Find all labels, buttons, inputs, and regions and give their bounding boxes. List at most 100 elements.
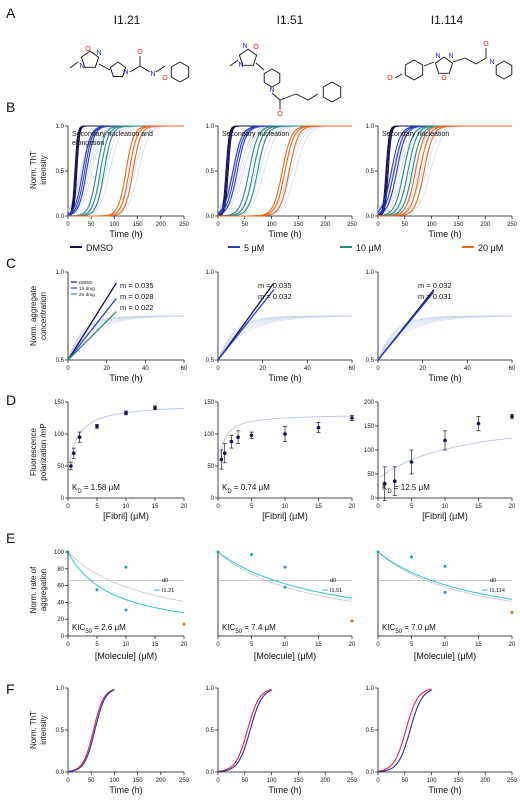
annotation: Secondary nucleation [382,131,449,138]
x-tick-label: 250 [507,222,518,228]
data-point [376,550,380,554]
panel-label-d: D [6,392,16,408]
series-curve-20m [378,125,512,217]
panel-label-e: E [6,530,15,546]
y-axis-label: concentration [39,292,48,340]
x-axis-label: [Fibril] (μM) [262,511,308,521]
x-tick-label: 100 [427,778,438,784]
atom-label: O [85,46,91,53]
annotation: elongation [72,140,104,147]
x-tick-label: 0 [376,222,380,228]
oxadiazole-ring [434,56,454,74]
atom-label: O [162,75,168,82]
data-point [476,421,481,426]
data-point [222,451,227,456]
benzene-ring [170,61,190,83]
replicate-curve [377,315,512,361]
x-tick-label: 15 [315,504,322,510]
atom-label: O [253,44,259,51]
fit-curve [67,551,185,614]
bond [423,61,435,67]
slope-label: m = 0.028 [120,292,154,301]
series-curve-control [378,688,432,772]
replicate-curve [217,315,352,361]
y-tick-label: 0.0 [366,214,375,220]
slope-line-1 [67,297,117,361]
legend-label-1: 5 μM [244,243,264,253]
replicate-curve [377,315,512,361]
x-tick-label: 20 [419,366,426,372]
legend-label: I1.114 [490,588,505,594]
y-tick-label: 200 [364,400,375,406]
y-tick-label: 100 [54,550,65,556]
bond [394,73,403,79]
y-tick-label: 1.0 [56,270,65,276]
series-curve-20m [218,125,352,217]
slope-label: m = 0.035 [258,281,292,290]
x-tick-label: 50 [241,778,248,784]
slope-label: m = 0.022 [120,303,154,312]
x-tick-label: 0 [66,778,70,784]
x-tick-label: 10 [123,642,130,648]
x-tick-label: 15 [475,642,482,648]
compound-name-i1-114: I1.114 [431,13,464,27]
y-axis-label: Norm. ThT [29,711,38,749]
bond [129,65,141,73]
x-tick-label: 0 [216,222,220,228]
y-tick-label: 1.0 [366,124,375,130]
d0-curve [67,551,185,602]
data-point [249,433,254,438]
x-tick-label: 200 [320,222,331,228]
y-tick-label: 100 [204,432,215,438]
y-axis-label: polarization /mP [39,423,48,480]
y-tick-label: 0 [211,496,215,502]
atom-label: N [242,43,247,50]
y-axis-label: Norm. rate of [29,566,38,613]
data-point [283,565,287,569]
kic-label: KIC50 = 7.0 μM [382,623,436,635]
y-axis-label: intensity [39,155,48,184]
data-point [69,464,73,468]
x-tick-label: 200 [480,222,491,228]
x-tick-label: 0 [376,504,380,510]
x-tick-label: 15 [152,504,159,510]
atom-label: N [238,62,243,69]
x-axis-label: [Molecule] (μM) [95,651,157,661]
data-point [443,438,447,443]
x-tick-label: 100 [427,222,438,228]
kd-label: KD = 1.58 μM [72,483,120,495]
y-axis-label: Norm. aggregate [29,285,38,346]
x-tick-label: 50 [88,778,95,784]
x-tick-label: 20 [349,504,356,510]
x-tick-label: 0 [376,778,380,784]
legend-label-3: 20 μM [478,243,503,253]
y-axis-label: Norm. ThT [29,151,38,189]
data-point [124,608,128,612]
x-axis-label: Time (h) [109,229,142,239]
y-tick-label: 50 [207,464,214,470]
x-tick-label: 150 [133,778,144,784]
replicate-curve [377,315,512,361]
x-tick-label: 20 [181,642,188,648]
chart-e-1: 0 5 10 15 20 d0 I1.21 KIC50 = 2.6 μM [Molecule] … [66,550,188,661]
y-tick-label: 0.5 [206,169,215,175]
chart-f-3: 0 50 100 150 200 250 0.0 0.5 1.0 Time (h) [366,686,518,795]
y-axis-label: aggregation [39,569,48,611]
y-tick-label: 100 [54,432,65,438]
x-tick-label: 150 [453,778,464,784]
series-curve-control [68,688,115,772]
x-tick-label: 10 [282,504,289,510]
y-tick-label: 50 [367,472,374,478]
x-tick-label: 150 [293,778,304,784]
x-tick-label: 60 [509,366,516,372]
x-axis-label: Time (h) [109,373,142,383]
data-point [229,439,234,444]
concentration-legend: DMSO 5 μM 10 μM 20 μM [70,243,503,253]
x-tick-label: 150 [133,222,144,228]
y-tick-label: 0.5 [206,728,215,734]
y-tick-label: 1.0 [56,124,65,130]
legend-label: 2X drug [79,292,95,297]
x-tick-label: 10 [442,642,449,648]
data-point [153,405,157,410]
